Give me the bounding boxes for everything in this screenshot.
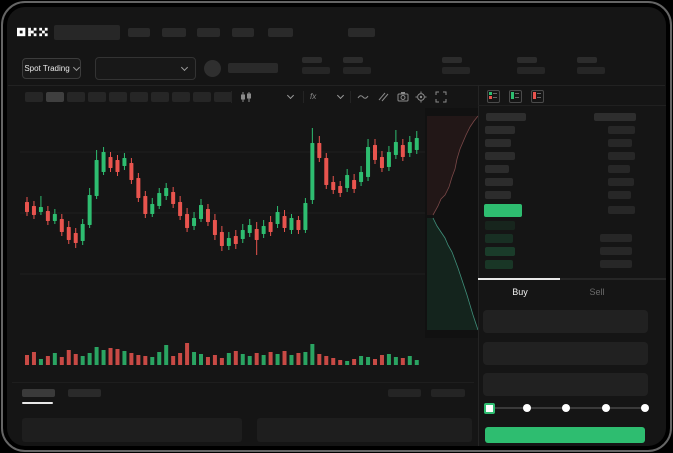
bid-price-placeholder — [485, 221, 515, 230]
bid-price-placeholder — [485, 234, 513, 243]
ticker-stat-label-placeholder — [343, 57, 363, 63]
nav-item-placeholder[interactable] — [128, 28, 150, 37]
ask-price-placeholder — [485, 126, 515, 134]
camera-icon[interactable] — [397, 91, 409, 102]
amount-column-header — [594, 113, 636, 121]
asks-only-icon[interactable] — [531, 90, 544, 103]
timeframe-pill-placeholder[interactable] — [67, 92, 85, 102]
market-type-dropdown[interactable]: Spot Trading — [22, 58, 81, 79]
nav-item-placeholder[interactable] — [348, 28, 375, 37]
bid-price-placeholder — [485, 247, 515, 256]
pair-title-placeholder — [54, 25, 120, 40]
tab-indicator-track — [478, 278, 666, 280]
pair-select-dropdown[interactable] — [95, 57, 196, 80]
nav-item-placeholder[interactable] — [268, 28, 293, 37]
candle-type-icon[interactable] — [240, 91, 253, 103]
chevron-down-icon[interactable] — [336, 91, 345, 100]
amount-input-placeholder[interactable] — [483, 342, 648, 365]
timeframe-pill-placeholder[interactable] — [25, 92, 43, 102]
ask-amount-placeholder — [608, 139, 632, 147]
chevron-down-icon — [180, 63, 189, 72]
ticker-stat-value-placeholder — [442, 67, 470, 74]
coin-avatar — [204, 60, 221, 77]
indicators-icon[interactable]: fx — [310, 92, 317, 101]
active-tab-underline — [22, 402, 53, 404]
timeframe-pill-placeholder[interactable] — [193, 92, 211, 102]
settings-icon[interactable] — [415, 91, 427, 103]
price-input-placeholder[interactable] — [483, 310, 648, 333]
timeframe-pill-placeholder[interactable] — [88, 92, 106, 102]
slider-stop-dot[interactable] — [641, 404, 649, 412]
chevron-down-icon[interactable] — [286, 91, 295, 100]
nav-item-placeholder[interactable] — [232, 28, 254, 37]
ask-amount-placeholder — [608, 191, 631, 199]
tab-buy[interactable]: Buy — [490, 287, 550, 297]
bid-amount-placeholder — [600, 260, 632, 268]
bids-only-icon[interactable] — [509, 90, 522, 103]
slider-stop-dot[interactable] — [562, 404, 570, 412]
ticker-stat-label-placeholder — [302, 57, 322, 63]
okx-trading-app: Spot Trading fx — [7, 7, 666, 446]
ticker-stat-label-placeholder — [577, 57, 597, 63]
ticker-stat-value-placeholder — [343, 67, 371, 74]
ticker-stat-value-placeholder — [577, 67, 605, 74]
slider-stop-dot[interactable] — [602, 404, 610, 412]
timeframe-pill-placeholder[interactable] — [151, 92, 169, 102]
ask-price-placeholder — [485, 152, 515, 160]
ask-amount-placeholder — [608, 152, 635, 160]
tab-sell[interactable]: Sell — [567, 287, 627, 297]
ask-price-placeholder — [485, 165, 509, 173]
sell-tab-label: Sell — [589, 287, 605, 297]
market-type-label: Spot Trading — [24, 64, 70, 73]
buy-tab-indicator — [478, 278, 560, 280]
history-tab-placeholder[interactable] — [68, 389, 101, 397]
slider-stop-dot[interactable] — [523, 404, 531, 412]
timeframe-pill-placeholder[interactable] — [46, 92, 64, 102]
price-column-header — [486, 113, 526, 121]
chevron-down-icon — [72, 63, 80, 72]
orders-tab-placeholder[interactable] — [22, 389, 55, 397]
ticker-stat-label-placeholder — [517, 57, 537, 63]
depth-chart[interactable] — [425, 108, 478, 338]
candlestick-chart[interactable] — [20, 108, 425, 378]
nav-item-placeholder[interactable] — [197, 28, 220, 37]
line-tool-icon[interactable] — [357, 92, 369, 102]
filter-placeholder[interactable] — [431, 389, 465, 397]
buy-button[interactable] — [485, 427, 645, 443]
ticker-stat-value-placeholder — [302, 67, 330, 74]
ticker-stat-label-placeholder — [442, 57, 462, 63]
buy-tab-label: Buy — [512, 287, 528, 297]
last-price-badge — [484, 204, 522, 217]
ask-price-placeholder — [485, 178, 513, 186]
price-placeholder — [228, 63, 278, 73]
bid-amount-placeholder — [600, 247, 632, 255]
compare-icon[interactable] — [377, 91, 389, 103]
slider-handle[interactable] — [484, 403, 495, 414]
filter-placeholder[interactable] — [388, 389, 421, 397]
total-input-placeholder[interactable] — [483, 373, 648, 396]
timeframe-pill-placeholder[interactable] — [214, 92, 232, 102]
ask-amount-placeholder — [608, 126, 635, 134]
ask-price-placeholder — [485, 139, 511, 147]
okx-logo[interactable] — [17, 25, 49, 39]
bid-price-placeholder — [485, 260, 513, 269]
bid-amount-placeholder — [600, 234, 632, 242]
orders-panel-placeholder — [22, 418, 242, 442]
timeframe-pill-placeholder[interactable] — [172, 92, 190, 102]
last-amount-placeholder — [608, 206, 635, 214]
timeframe-pill-placeholder[interactable] — [109, 92, 127, 102]
ask-amount-placeholder — [608, 165, 630, 173]
ask-amount-placeholder — [608, 178, 634, 186]
fullscreen-icon[interactable] — [435, 91, 447, 103]
timeframe-pill-placeholder[interactable] — [130, 92, 148, 102]
ticker-stat-value-placeholder — [517, 67, 545, 74]
nav-item-placeholder[interactable] — [162, 28, 186, 37]
ask-price-placeholder — [485, 191, 511, 199]
combined-book-icon[interactable] — [487, 90, 500, 103]
orders-panel-placeholder — [257, 418, 472, 442]
